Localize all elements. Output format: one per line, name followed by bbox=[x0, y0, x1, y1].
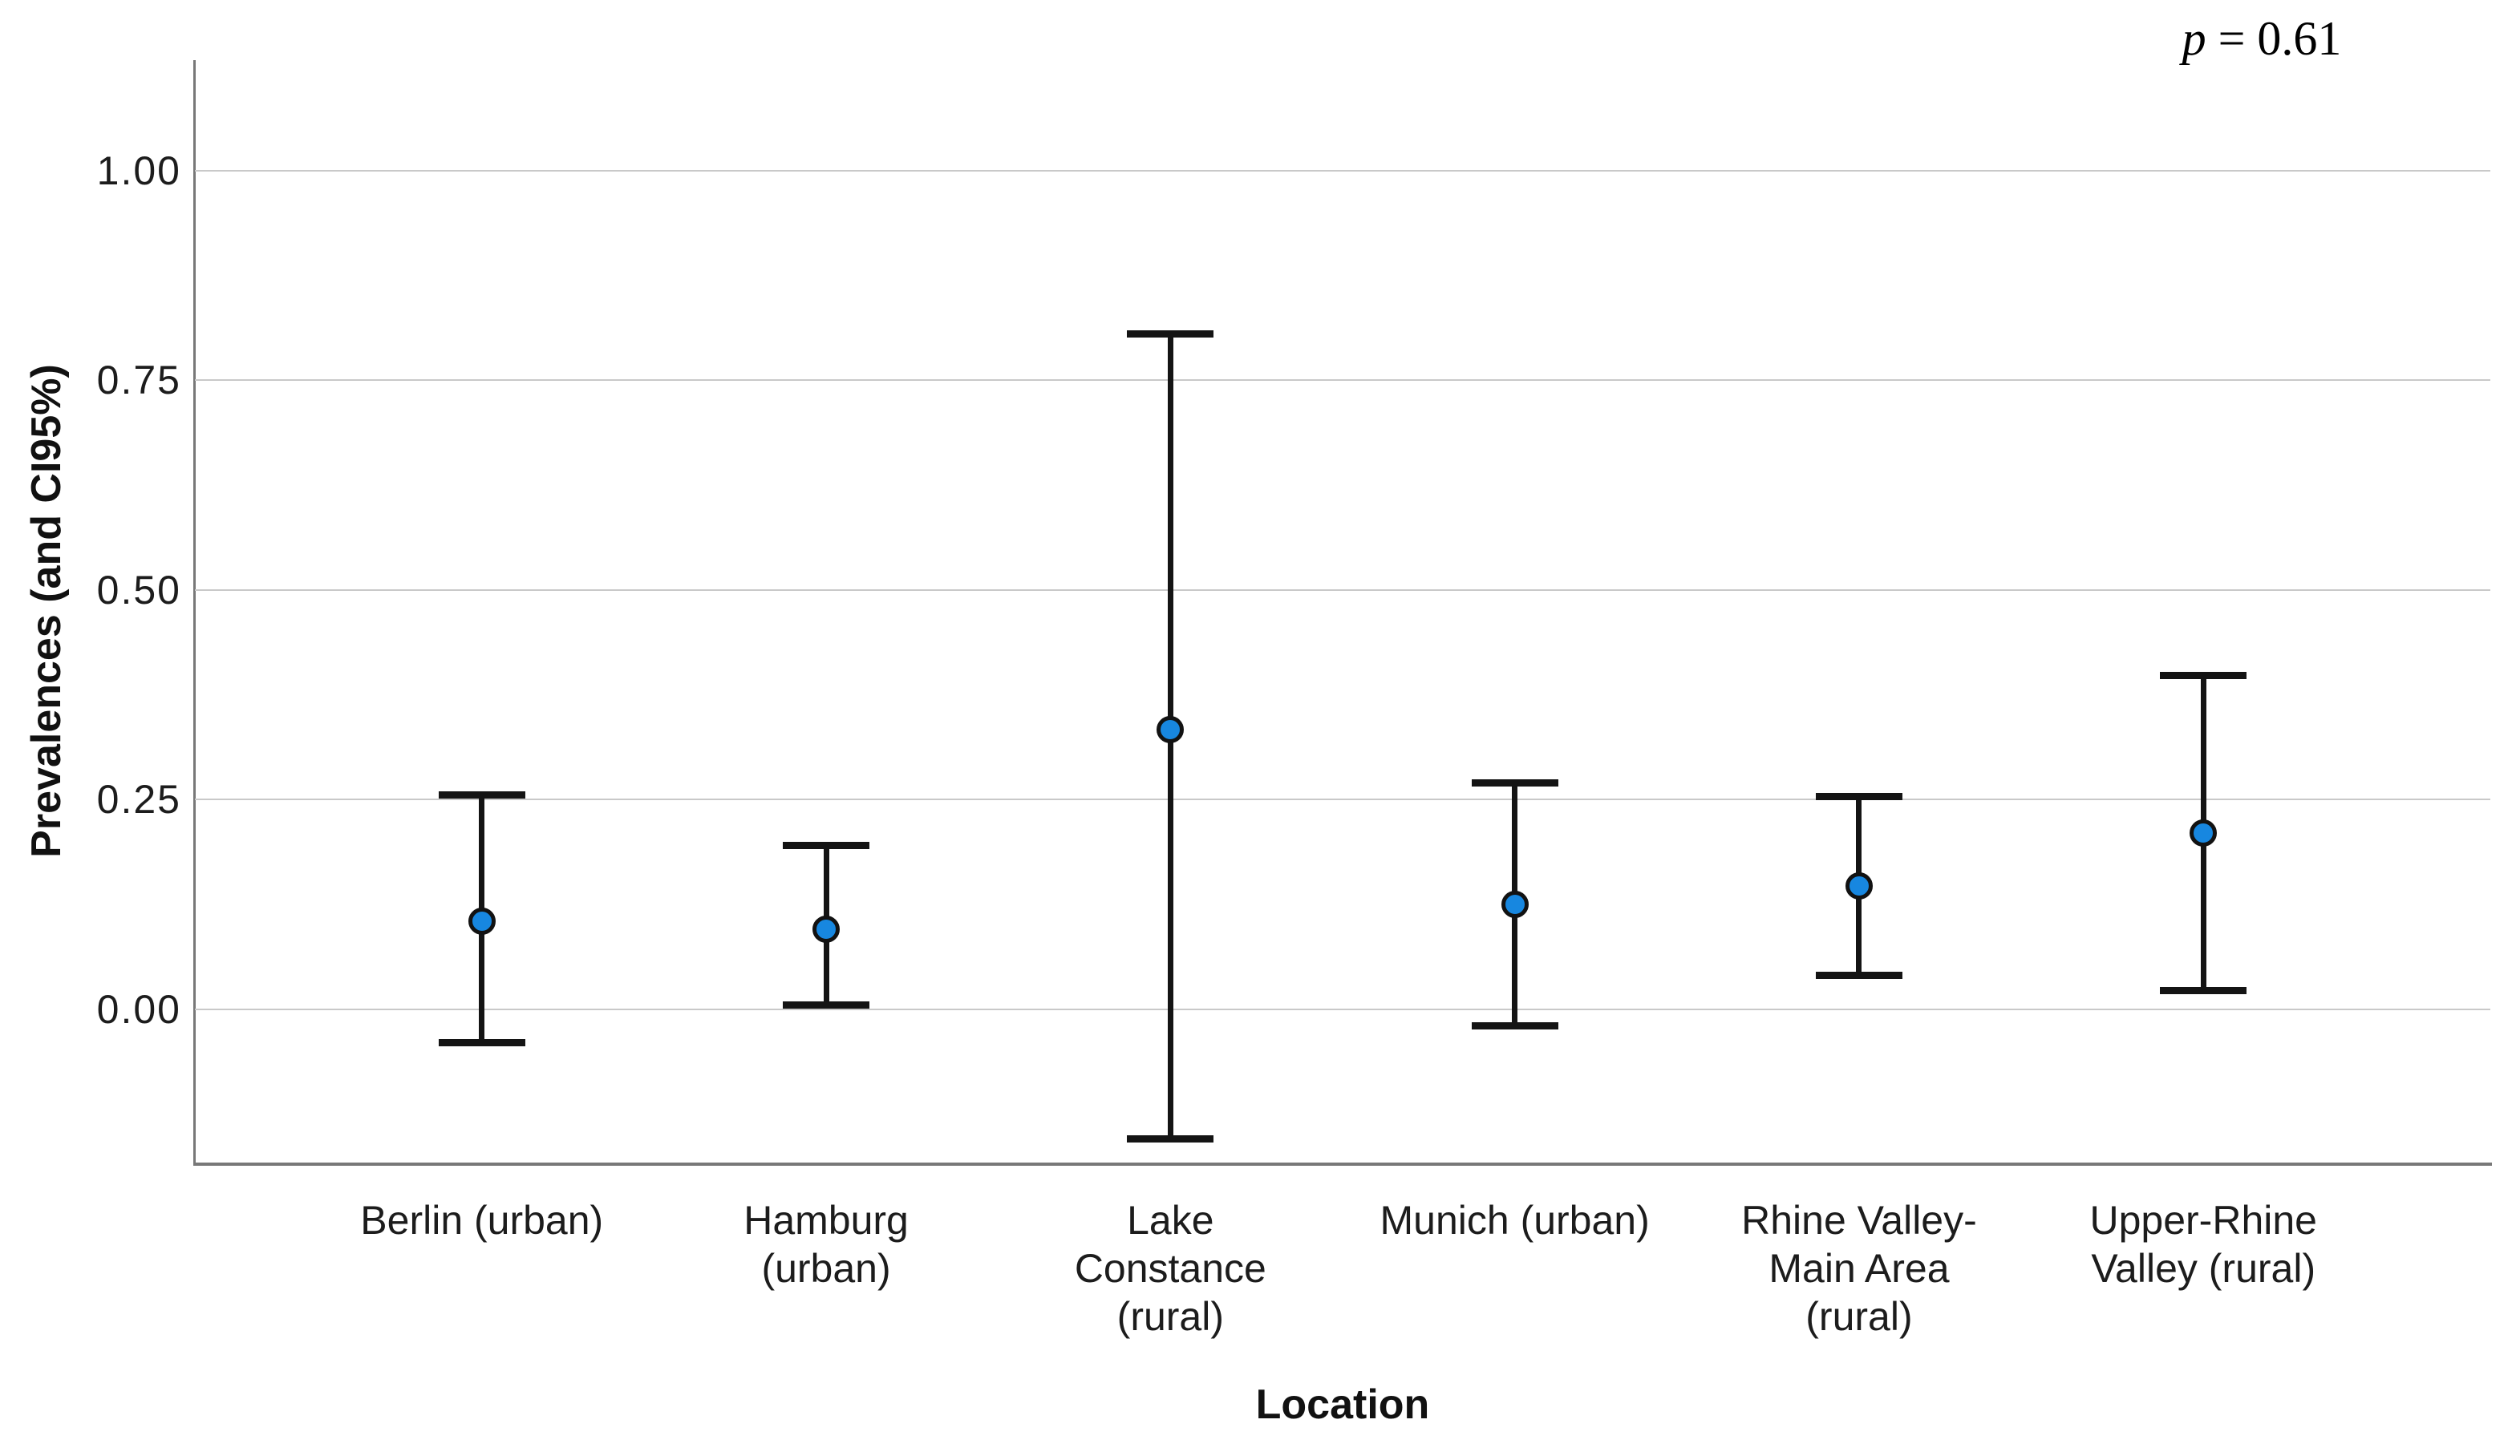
y-tick-label-1.00: 1.00 bbox=[96, 148, 181, 193]
x-tick-label: Lake Constance (rural) bbox=[1074, 1198, 1266, 1339]
p-value-variable: p bbox=[2182, 12, 2206, 65]
error-bar-cap-lower bbox=[438, 1038, 525, 1046]
x-axis-title: Location bbox=[1255, 1381, 1430, 1428]
error-bar-cap-upper bbox=[2160, 671, 2247, 679]
x-tick-label: Hamburg (urban) bbox=[743, 1198, 909, 1291]
p-value-annotation: p = 0.61 bbox=[2101, 11, 2422, 67]
y-tick-label-0.50: 0.50 bbox=[96, 567, 181, 613]
x-tick-label: Upper-Rhine Valley (rural) bbox=[2089, 1198, 2317, 1291]
p-value-text: = 0.61 bbox=[2206, 12, 2342, 65]
data-point-marker bbox=[2190, 819, 2218, 847]
error-bar-cap-upper bbox=[783, 842, 870, 850]
gridline-0.75 bbox=[195, 379, 2490, 382]
data-point-marker bbox=[1845, 872, 1873, 900]
error-bar-cap-lower bbox=[2160, 987, 2247, 995]
error-bar-cap-lower bbox=[1471, 1022, 1558, 1029]
y-tick-label-0.75: 0.75 bbox=[96, 358, 181, 403]
gridline-1.00 bbox=[195, 169, 2490, 172]
error-bar-cap-upper bbox=[1471, 779, 1558, 787]
data-point-marker bbox=[1501, 890, 1529, 918]
y-tick-label-0.00: 0.00 bbox=[96, 986, 181, 1032]
error-bar-cap-lower bbox=[1127, 1135, 1214, 1143]
gridline-0.50 bbox=[195, 588, 2490, 591]
data-point-marker bbox=[1157, 716, 1185, 744]
error-bar-cap-lower bbox=[1815, 972, 1902, 980]
x-axis-line bbox=[193, 1163, 2492, 1166]
y-axis-line bbox=[193, 60, 196, 1166]
x-tick-label: Munich (urban) bbox=[1380, 1198, 1650, 1243]
gridline-0.00 bbox=[195, 1008, 2490, 1010]
error-bar-cap-upper bbox=[1815, 793, 1902, 801]
data-point-marker bbox=[812, 916, 841, 944]
x-tick-label: Berlin (urban) bbox=[360, 1198, 604, 1243]
x-tick-label: Rhine Valley- Main Area (rural) bbox=[1741, 1198, 1977, 1339]
data-point-marker bbox=[468, 907, 496, 935]
gridline-0.25 bbox=[195, 799, 2490, 801]
y-tick-label-0.25: 0.25 bbox=[96, 777, 181, 823]
error-bar-cap-upper bbox=[438, 791, 525, 799]
error-bar-cap-upper bbox=[1127, 330, 1214, 338]
error-bar-cap-lower bbox=[783, 1001, 870, 1009]
